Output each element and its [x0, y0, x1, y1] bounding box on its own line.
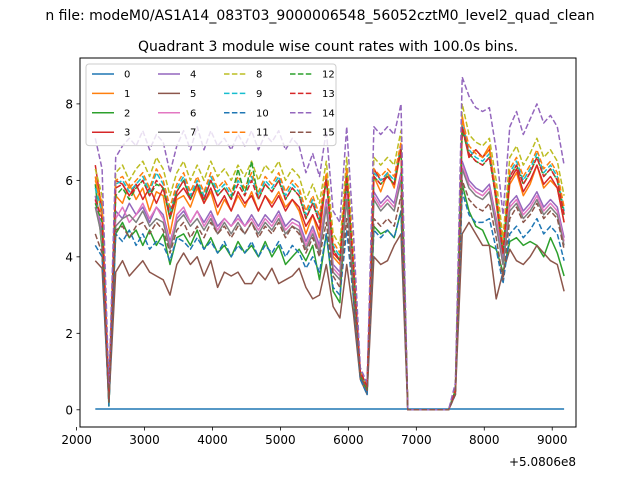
x-tick-label: 5000 [265, 433, 296, 447]
legend-label-10: 10 [256, 108, 269, 119]
chart-title: Quadrant 3 module wise count rates with … [138, 39, 518, 55]
y-tick-label: 6 [65, 174, 73, 188]
legend-label-4: 4 [190, 70, 196, 81]
series-layer [94, 76, 565, 411]
legend-label-12: 12 [322, 70, 335, 81]
legend-label-8: 8 [256, 70, 262, 81]
series-line-14 [94, 76, 565, 411]
legend-label-13: 13 [322, 89, 335, 100]
legend-box [85, 63, 337, 147]
x-tick-label: 8000 [469, 433, 500, 447]
series-line-11 [94, 118, 565, 411]
x-tick-label: 4000 [197, 433, 228, 447]
legend-label-7: 7 [190, 128, 196, 139]
legend-label-1: 1 [124, 89, 130, 100]
legend-label-11: 11 [256, 128, 269, 139]
y-tick-label: 0 [65, 403, 73, 417]
x-tick-label: 3000 [129, 433, 160, 447]
x-axis-offset-label: +5.0806e8 [509, 455, 576, 469]
series-line-13 [94, 126, 565, 411]
y-tick-label: 4 [65, 250, 73, 264]
x-tick-label: 6000 [333, 433, 364, 447]
y-tick-label: 2 [65, 327, 73, 341]
legend-label-0: 0 [124, 70, 130, 81]
plot-area: 2000 3000 4000 5000 6000 7000 8000 9000 0 2 4 6 8 +… [61, 57, 577, 469]
series-line-10 [94, 191, 565, 411]
x-axis: 2000 3000 4000 5000 6000 7000 8000 9000 [61, 427, 567, 447]
series-line-5 [94, 221, 565, 411]
series-line-8 [94, 103, 565, 411]
y-axis: 0 2 4 6 8 [65, 97, 80, 417]
axes-frame [79, 57, 577, 428]
legend-label-3: 3 [124, 128, 130, 139]
legend-label-14: 14 [322, 108, 335, 119]
series-line-7 [94, 168, 565, 411]
legend-label-2: 2 [124, 108, 130, 119]
chart-suptitle: n file: modeM0/AS1A14_083T03_9000006548_… [45, 8, 594, 24]
series-line-9 [94, 122, 565, 411]
x-tick-label: 2000 [61, 433, 92, 447]
legend-label-9: 9 [256, 89, 262, 100]
y-tick-label: 8 [65, 97, 73, 111]
legend-label-5: 5 [190, 89, 196, 100]
series-line-15 [94, 179, 565, 411]
x-tick-label: 7000 [401, 433, 432, 447]
x-tick-label: 9000 [537, 433, 568, 447]
legend-label-6: 6 [190, 108, 196, 119]
legend-label-15: 15 [322, 128, 335, 139]
